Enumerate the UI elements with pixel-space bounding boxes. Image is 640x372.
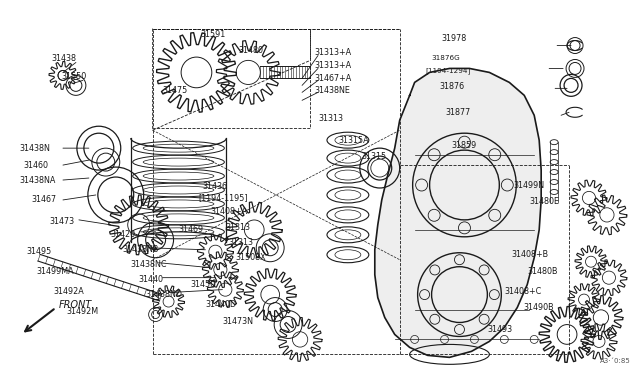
Text: 31313: 31313: [225, 223, 250, 232]
Text: 31438NA: 31438NA: [19, 176, 56, 185]
Text: 31313: 31313: [228, 238, 253, 247]
Text: 31480B: 31480B: [527, 267, 557, 276]
Text: 31499MA: 31499MA: [36, 267, 74, 276]
Text: 31473: 31473: [49, 217, 74, 227]
Text: 31490B: 31490B: [524, 303, 554, 312]
Text: 31313+A: 31313+A: [314, 48, 351, 57]
Text: 31475: 31475: [163, 86, 188, 95]
Text: 31467: 31467: [31, 195, 56, 205]
Text: FRONT: FRONT: [59, 299, 92, 310]
Text: 31313+A: 31313+A: [314, 61, 351, 70]
Text: 31591: 31591: [200, 30, 226, 39]
Text: 31408+A: 31408+A: [211, 208, 248, 217]
Text: 31438NC: 31438NC: [131, 260, 167, 269]
Text: 31493: 31493: [488, 325, 513, 334]
Text: 31438ND: 31438ND: [146, 290, 182, 299]
Text: 31480E: 31480E: [529, 198, 559, 206]
Text: 31467+A: 31467+A: [314, 74, 351, 83]
Text: 31438NE: 31438NE: [314, 86, 350, 95]
Text: 31460: 31460: [23, 161, 48, 170]
Text: A3·´0:85: A3·´0:85: [600, 358, 631, 364]
Text: 31313: 31313: [318, 114, 343, 123]
Text: 31450: 31450: [191, 280, 216, 289]
Text: 31469: 31469: [179, 225, 204, 234]
Text: 31408+B: 31408+B: [511, 250, 548, 259]
Text: 31438: 31438: [51, 54, 76, 63]
Text: 31436: 31436: [202, 182, 227, 190]
Text: 31492A: 31492A: [53, 287, 84, 296]
Text: 31859: 31859: [451, 141, 477, 150]
Text: 31480: 31480: [238, 46, 263, 55]
Text: 31408+C: 31408+C: [504, 287, 541, 296]
Text: 31492M: 31492M: [66, 307, 98, 316]
Text: 31438NB: 31438NB: [123, 245, 159, 254]
Text: 31473N: 31473N: [222, 317, 253, 326]
Text: 31438N: 31438N: [19, 144, 50, 153]
Text: 31978: 31978: [442, 34, 467, 43]
Text: [1194-1294]: [1194-1294]: [426, 67, 471, 74]
Text: [1194-1195]: [1194-1195]: [198, 193, 248, 202]
Text: 31877: 31877: [445, 108, 471, 117]
Text: 31508X: 31508X: [236, 253, 266, 262]
Text: 31315: 31315: [362, 152, 387, 161]
Text: 31876: 31876: [440, 82, 465, 91]
Polygon shape: [375, 68, 541, 357]
Text: 31315A: 31315A: [338, 136, 369, 145]
Text: 31876G: 31876G: [431, 55, 460, 61]
Text: 31550: 31550: [61, 72, 86, 81]
Text: 31495: 31495: [26, 247, 51, 256]
Text: 31440: 31440: [139, 275, 164, 284]
Text: 31440D: 31440D: [205, 300, 237, 309]
Text: 31420: 31420: [111, 230, 136, 239]
Text: 31499N: 31499N: [513, 180, 545, 189]
